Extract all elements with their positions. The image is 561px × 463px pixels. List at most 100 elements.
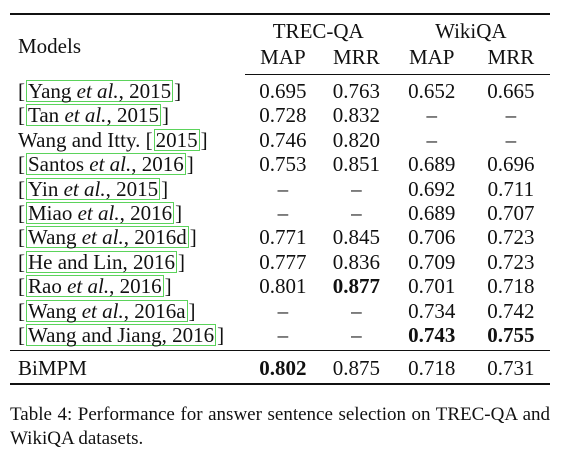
wiki-mrr-cell: 0.742 [487, 298, 535, 323]
citation-close-text: ] [188, 298, 196, 323]
citation-link[interactable]: Wang et al., 2016d [26, 225, 189, 250]
model-cell: [He and Lin, 2016] [10, 250, 245, 274]
citation-open-text: [ [18, 176, 25, 201]
table-row: [Rao et al., 2016] 0.801 0.877 0.701 0.718 [10, 274, 550, 298]
trec-mrr-cell: 0.845 [332, 225, 381, 250]
citation-open-text: [ [18, 103, 25, 128]
wiki-mrr-cell: 0.707 [487, 201, 535, 226]
wiki-mrr-header: MRR [471, 44, 550, 75]
wiki-mrr-cell: 0.696 [487, 152, 535, 177]
bimpm-wiki-mrr: 0.731 [471, 350, 550, 386]
model-cell: [Tan et al., 2015] [10, 103, 245, 127]
bimpm-model-name: BiMPM [10, 350, 245, 386]
citation-close-text: ] [174, 78, 182, 103]
results-table-container: Models TREC-QA WikiQA MAP MRR MAP MRR [Y… [10, 13, 550, 386]
trec-map-cell: 0.753 [259, 152, 307, 177]
trec-map-cell: – [277, 201, 289, 226]
citation-open-text: [ [18, 225, 25, 250]
citation-open-text: Wang and Itty. [ [18, 127, 153, 152]
model-cell: [Wang et al., 2016d] [10, 225, 245, 249]
bimpm-wiki-map: 0.718 [391, 350, 472, 386]
trec-map-cell: – [277, 298, 289, 323]
citation-link[interactable]: Wang and Jiang, 2016 [26, 323, 217, 348]
citation-link[interactable]: Wang et al., 2016a [26, 298, 188, 323]
citation-close-text: ] [189, 225, 197, 250]
trec-mrr-cell: – [351, 298, 362, 323]
baseline-rows: [Yang et al., 2015] 0.695 0.763 0.652 0.665[… [10, 75, 550, 352]
model-cell: [Wang and Jiang, 2016] [10, 323, 245, 352]
wiki-mrr-cell: 0.665 [487, 79, 535, 103]
wiki-map-cell: – [426, 127, 437, 152]
trec-mrr-cell: – [351, 176, 362, 201]
table-row: [Tan et al., 2015] 0.728 0.832 – – [10, 103, 550, 127]
table-row: [Wang et al., 2016a] – – 0.734 0.742 [10, 299, 550, 323]
model-cell: Wang and Itty. [2015] [10, 128, 245, 152]
wiki-map-header: MAP [391, 44, 472, 75]
wiki-mrr-cell: 0.723 [487, 249, 535, 274]
citation-close-text: ] [164, 274, 172, 299]
results-table: Models TREC-QA WikiQA MAP MRR MAP MRR [Y… [10, 13, 550, 386]
trec-mrr-header: MRR [321, 44, 392, 75]
table-row: [Yin et al., 2015] – – 0.692 0.711 [10, 177, 550, 201]
trec-map-cell: 0.801 [259, 274, 307, 299]
table-row: [Wang et al., 2016d] 0.771 0.845 0.706 0.723 [10, 225, 550, 249]
wiki-map-cell: 0.734 [408, 298, 456, 323]
bimpm-trec-mrr: 0.875 [321, 350, 392, 386]
citation-link[interactable]: Tan et al., 2015 [26, 103, 161, 128]
trec-map-cell: 0.746 [259, 127, 307, 152]
model-cell: [Santos et al., 2016] [10, 152, 245, 176]
wiki-map-cell: 0.743 [391, 323, 472, 352]
citation-link[interactable]: Miao et al., 2016 [26, 201, 175, 226]
model-cell: [Wang et al., 2016a] [10, 299, 245, 323]
wiki-map-cell: 0.689 [408, 152, 456, 177]
wiki-map-cell: 0.652 [408, 79, 456, 103]
model-cell: [Miao et al., 2016] [10, 201, 245, 225]
citation-open-text: [ [18, 323, 25, 348]
citation-open-text: [ [18, 152, 25, 177]
wiki-map-cell: 0.706 [408, 225, 456, 250]
citation-link[interactable]: Rao et al., 2016 [26, 274, 164, 299]
citation-close-text: ] [161, 103, 169, 128]
model-cell: [Rao et al., 2016] [10, 274, 245, 298]
table-row: [He and Lin, 2016] 0.777 0.836 0.709 0.723 [10, 250, 550, 274]
bimpm-trec-map: 0.802 [244, 350, 322, 386]
trec-map-cell: 0.777 [259, 249, 307, 274]
trec-map-cell: 0.695 [259, 79, 307, 103]
table-caption: Table 4: Performance for answer sentence… [10, 404, 550, 449]
bimpm-row: BiMPM 0.802 0.875 0.718 0.731 [10, 350, 550, 386]
trec-map-header: MAP [244, 44, 322, 75]
citation-link[interactable]: He and Lin, 2016 [26, 249, 177, 274]
wiki-map-cell: 0.709 [408, 249, 456, 274]
wiki-mrr-cell: 0.723 [487, 225, 535, 250]
wikiqa-group-header: WikiQA [391, 13, 550, 44]
citation-link[interactable]: Yin et al., 2015 [26, 176, 161, 201]
citation-link[interactable]: Santos et al., 2016 [26, 152, 186, 177]
wiki-map-cell: 0.689 [408, 201, 456, 226]
trec-mrr-cell: – [351, 201, 362, 226]
models-column-header: Models [10, 13, 245, 75]
citation-open-text: [ [18, 78, 25, 103]
citation-link[interactable]: 2015 [153, 127, 200, 152]
trec-map-cell: – [244, 323, 322, 352]
model-cell: [Yin et al., 2015] [10, 177, 245, 201]
wiki-mrr-cell: – [505, 127, 517, 152]
trec-qa-group-header: TREC-QA [244, 13, 392, 44]
citation-close-text: ] [161, 176, 169, 201]
trec-map-cell: – [277, 176, 289, 201]
citation-open-text: [ [18, 201, 25, 226]
citation-close-text: ] [177, 249, 185, 274]
table-row: [Yang et al., 2015] 0.695 0.763 0.652 0.665 [10, 75, 550, 104]
citation-link[interactable]: Yang et al., 2015 [26, 78, 174, 103]
wiki-mrr-cell: 0.755 [471, 323, 550, 352]
trec-map-cell: 0.728 [259, 103, 307, 128]
wiki-map-cell: – [426, 103, 437, 128]
table-row: Wang and Itty. [2015] 0.746 0.820 – – [10, 128, 550, 152]
citation-open-text: [ [18, 274, 25, 299]
table-row: [Santos et al., 2016] 0.753 0.851 0.689 0.69… [10, 152, 550, 176]
wiki-map-cell: 0.692 [408, 176, 456, 201]
trec-mrr-cell: 0.763 [332, 79, 381, 103]
wiki-mrr-cell: 0.711 [487, 176, 535, 201]
citation-open-text: [ [18, 298, 25, 323]
trec-mrr-cell: – [321, 323, 392, 352]
table-row: [Wang and Jiang, 2016] – –0.743 0.755 [10, 323, 550, 352]
